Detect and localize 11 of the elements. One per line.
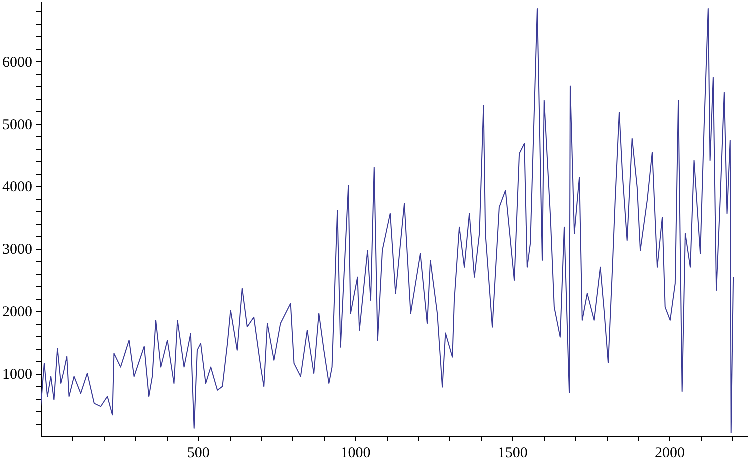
- x-tick-label: 1500: [498, 446, 528, 462]
- y-tick-label: 2000: [2, 304, 32, 321]
- x-tick-label: 1000: [340, 446, 371, 462]
- y-tick-label: 3000: [2, 242, 32, 258]
- y-tick-label: 4000: [2, 180, 32, 196]
- x-tick-label: 2000: [654, 446, 685, 462]
- y-tick-label: 1000: [2, 367, 32, 384]
- y-tick-label: 5000: [2, 117, 32, 134]
- y-tick-label: 6000: [2, 54, 32, 71]
- x-tick-label: 500: [187, 446, 210, 462]
- line-series: [41, 8, 734, 434]
